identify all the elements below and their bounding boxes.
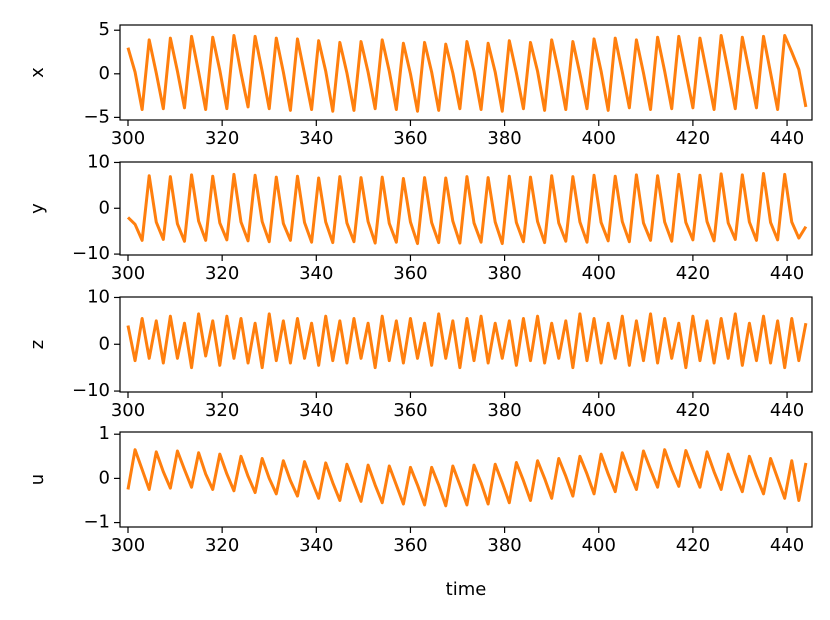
y-axis-label: z — [27, 340, 48, 349]
y-tick-label: 1 — [99, 423, 110, 444]
x-tick-label: 380 — [487, 128, 521, 149]
x-tick-label: 420 — [676, 535, 710, 556]
x-tick-label: 340 — [299, 535, 333, 556]
x-tick-label: 440 — [770, 128, 804, 149]
y-tick-label: 0 — [99, 197, 110, 218]
axes-frame — [119, 24, 813, 121]
axes-frame — [119, 431, 813, 528]
x-tick-label: 400 — [582, 128, 616, 149]
y-axis-label: u — [27, 474, 48, 485]
y-tick-label: 0 — [99, 333, 110, 354]
x-tick-label: 400 — [582, 263, 616, 284]
x-tick-label: 340 — [299, 400, 333, 421]
x-tick-label: 360 — [393, 263, 427, 284]
data-line — [126, 448, 808, 508]
y-axis-label: y — [27, 203, 48, 214]
x-tick-label: 320 — [205, 263, 239, 284]
y-tick-label: 10 — [87, 151, 110, 172]
x-tick-label: 400 — [582, 535, 616, 556]
x-tick-label: 320 — [205, 400, 239, 421]
x-tick-label: 300 — [111, 400, 145, 421]
x-tick-label: 340 — [299, 128, 333, 149]
x-tick-label: 380 — [487, 535, 521, 556]
y-tick-label: −10 — [72, 380, 110, 401]
x-tick-label: 440 — [770, 400, 804, 421]
y-tick-label: 10 — [87, 286, 110, 307]
x-tick-label: 440 — [770, 535, 804, 556]
x-tick-label: 340 — [299, 263, 333, 284]
x-tick-label: 420 — [676, 128, 710, 149]
x-tick-label: 360 — [393, 535, 427, 556]
x-tick-label: 380 — [487, 400, 521, 421]
x-tick-label: 320 — [205, 535, 239, 556]
y-tick-label: −1 — [83, 512, 110, 533]
x-axis-label: time — [446, 579, 487, 600]
data-line — [126, 312, 808, 370]
y-tick-label: 0 — [99, 63, 110, 84]
x-tick-label: 360 — [393, 128, 427, 149]
y-axis-label: x — [27, 67, 48, 78]
y-tick-label: −5 — [83, 106, 110, 127]
data-line — [126, 171, 808, 246]
x-tick-label: 300 — [111, 535, 145, 556]
x-tick-label: 380 — [487, 263, 521, 284]
data-line — [126, 33, 808, 113]
x-tick-label: 360 — [393, 400, 427, 421]
y-tick-label: 0 — [99, 467, 110, 488]
x-tick-label: 300 — [111, 263, 145, 284]
y-tick-label: −10 — [72, 243, 110, 264]
y-tick-label: 5 — [99, 19, 110, 40]
x-tick-label: 400 — [582, 400, 616, 421]
x-tick-label: 420 — [676, 263, 710, 284]
x-tick-label: 440 — [770, 263, 804, 284]
x-tick-label: 320 — [205, 128, 239, 149]
x-tick-label: 300 — [111, 128, 145, 149]
x-tick-label: 420 — [676, 400, 710, 421]
